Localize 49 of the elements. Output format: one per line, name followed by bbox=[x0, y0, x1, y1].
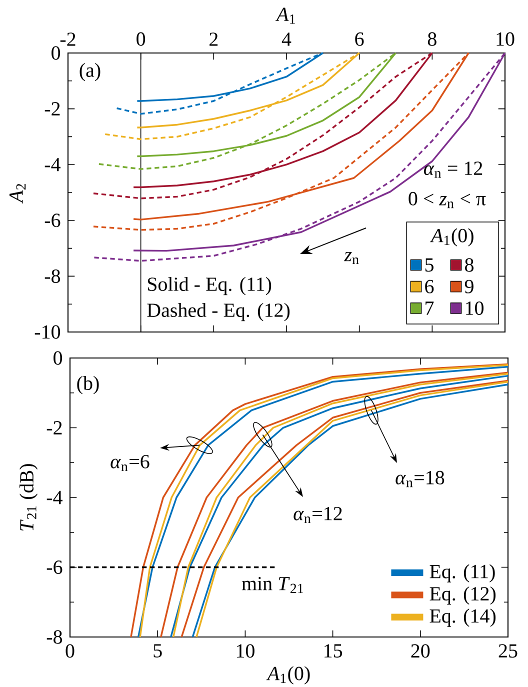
y-axis-title: T$_{21}$ (dB) bbox=[19, 464, 38, 530]
annotation: (b) bbox=[77, 376, 99, 394]
x-axis-title: A$_{1}$ bbox=[275, 8, 295, 24]
y-tick-label: -4 bbox=[46, 490, 62, 504]
y-tick-label: -8 bbox=[46, 630, 62, 644]
x-tick-label: 15 bbox=[324, 644, 342, 658]
x-tick-label: 10 bbox=[496, 32, 514, 46]
y-axis-title: A$_{2}$ bbox=[10, 184, 26, 204]
x-tick-label: 8 bbox=[428, 32, 436, 46]
legend-label: 8 bbox=[465, 258, 474, 272]
legend-label: Eq. (14) bbox=[430, 608, 496, 627]
annotation: Dashed - Eq. (12) bbox=[147, 302, 290, 322]
annotation: α$_{n}$=18 bbox=[396, 470, 444, 488]
y-tick-label: -4 bbox=[44, 158, 60, 172]
x-tick-label: 2 bbox=[210, 32, 218, 46]
y-tick-label: -6 bbox=[46, 560, 62, 574]
legend-label: 9 bbox=[464, 280, 474, 294]
y-tick-label: 0 bbox=[52, 46, 60, 60]
legend-label: Eq. (12) bbox=[430, 586, 496, 605]
y-tick-label: 0 bbox=[54, 351, 62, 365]
annotation: 0 < z$_{n}$ < π bbox=[408, 192, 486, 208]
annotation: (a) bbox=[80, 62, 100, 82]
legend-label: 10 bbox=[466, 301, 484, 315]
legend-label: 5 bbox=[425, 258, 434, 272]
y-tick-label: -2 bbox=[44, 102, 60, 116]
annotation: α$_{n}$=12 bbox=[294, 506, 342, 524]
x-tick-label: 10 bbox=[236, 644, 254, 658]
x-tick-label: 6 bbox=[355, 32, 364, 46]
annotation: min T$_{21}$ bbox=[242, 576, 304, 594]
annotation: Solid - Eq. (11) bbox=[148, 276, 272, 296]
x-tick-label: 4 bbox=[282, 32, 292, 46]
y-tick-label: -2 bbox=[46, 421, 62, 434]
x-tick-label: 0 bbox=[66, 644, 74, 658]
x-tick-label: 20 bbox=[411, 644, 430, 658]
annotation: α$_{n}$ = 12 bbox=[424, 162, 482, 178]
annotation: α$_{n}$=6 bbox=[110, 454, 150, 472]
y-tick-label: -6 bbox=[44, 214, 60, 228]
x-tick-label: -2 bbox=[60, 32, 76, 46]
x-tick-label: 0 bbox=[136, 32, 146, 46]
y-tick-label: -8 bbox=[44, 269, 60, 283]
legend-title: A$_{1}$(0) bbox=[430, 228, 474, 246]
x-tick-label: 25 bbox=[498, 644, 518, 658]
y-tick-label: -10 bbox=[34, 325, 60, 339]
x-tick-label: 5 bbox=[154, 644, 162, 658]
legend-label: 6 bbox=[425, 280, 434, 294]
x-axis-title: A$_{1}$(0) bbox=[266, 666, 310, 684]
annotation: z$_{n}$ bbox=[344, 252, 359, 264]
legend-label: 7 bbox=[426, 302, 434, 315]
legend-label: Eq. (11) bbox=[430, 564, 495, 582]
